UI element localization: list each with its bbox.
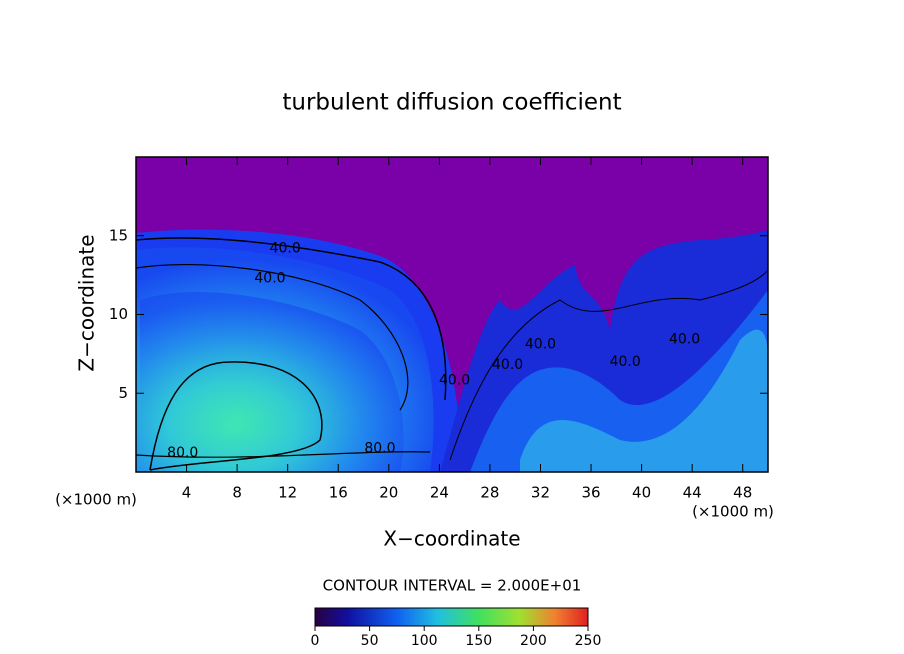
unit-label: (×1000 m) <box>692 503 774 521</box>
x-tick-label: 36 <box>581 484 600 502</box>
contour-label: 80.0 <box>364 440 395 456</box>
x-tick-label: 48 <box>733 484 752 502</box>
x-tick-label: 32 <box>531 484 550 502</box>
x-tick-label: 12 <box>278 484 297 502</box>
x-tick-label: 24 <box>430 484 449 502</box>
contour-label: 40.0 <box>610 354 641 370</box>
contour-label: 40.0 <box>669 332 700 348</box>
colorbar-tick-label: 100 <box>411 633 438 649</box>
y-axis-label: Z−coordinate <box>75 234 99 371</box>
contour-label: 80.0 <box>167 445 198 461</box>
colorbar-tick-label: 50 <box>361 633 379 649</box>
contour-label: 40.0 <box>439 373 470 389</box>
contour-interval: CONTOUR INTERVAL = 2.000E+01 <box>323 577 582 595</box>
contour-label: 40.0 <box>254 270 285 286</box>
chart-title: turbulent diffusion coefficient <box>282 90 621 116</box>
y-tick-label: 10 <box>109 305 128 323</box>
field <box>136 157 768 472</box>
y-tick-label: 15 <box>109 226 128 244</box>
x-tick-label: 8 <box>232 484 242 502</box>
contour-label: 40.0 <box>525 336 556 352</box>
x-tick-label: 20 <box>379 484 398 502</box>
unit-label: (×1000 m) <box>55 491 137 509</box>
colorbar-tick-label: 0 <box>311 633 320 649</box>
colorbar-tick-label: 250 <box>575 633 602 649</box>
x-tick-label: 28 <box>480 484 499 502</box>
colorbar-tick-label: 150 <box>465 633 492 649</box>
x-tick-label: 40 <box>632 484 651 502</box>
contour-label: 40.0 <box>270 240 301 256</box>
colorbar-tick-label: 200 <box>520 633 547 649</box>
x-tick-label: 4 <box>182 484 192 502</box>
x-axis-label: X−coordinate <box>383 527 520 551</box>
y-tick-label: 5 <box>118 384 128 402</box>
x-tick-label: 16 <box>329 484 348 502</box>
x-tick-label: 44 <box>683 484 702 502</box>
contour-label: 40.0 <box>492 357 523 373</box>
colorbar <box>314 607 589 627</box>
